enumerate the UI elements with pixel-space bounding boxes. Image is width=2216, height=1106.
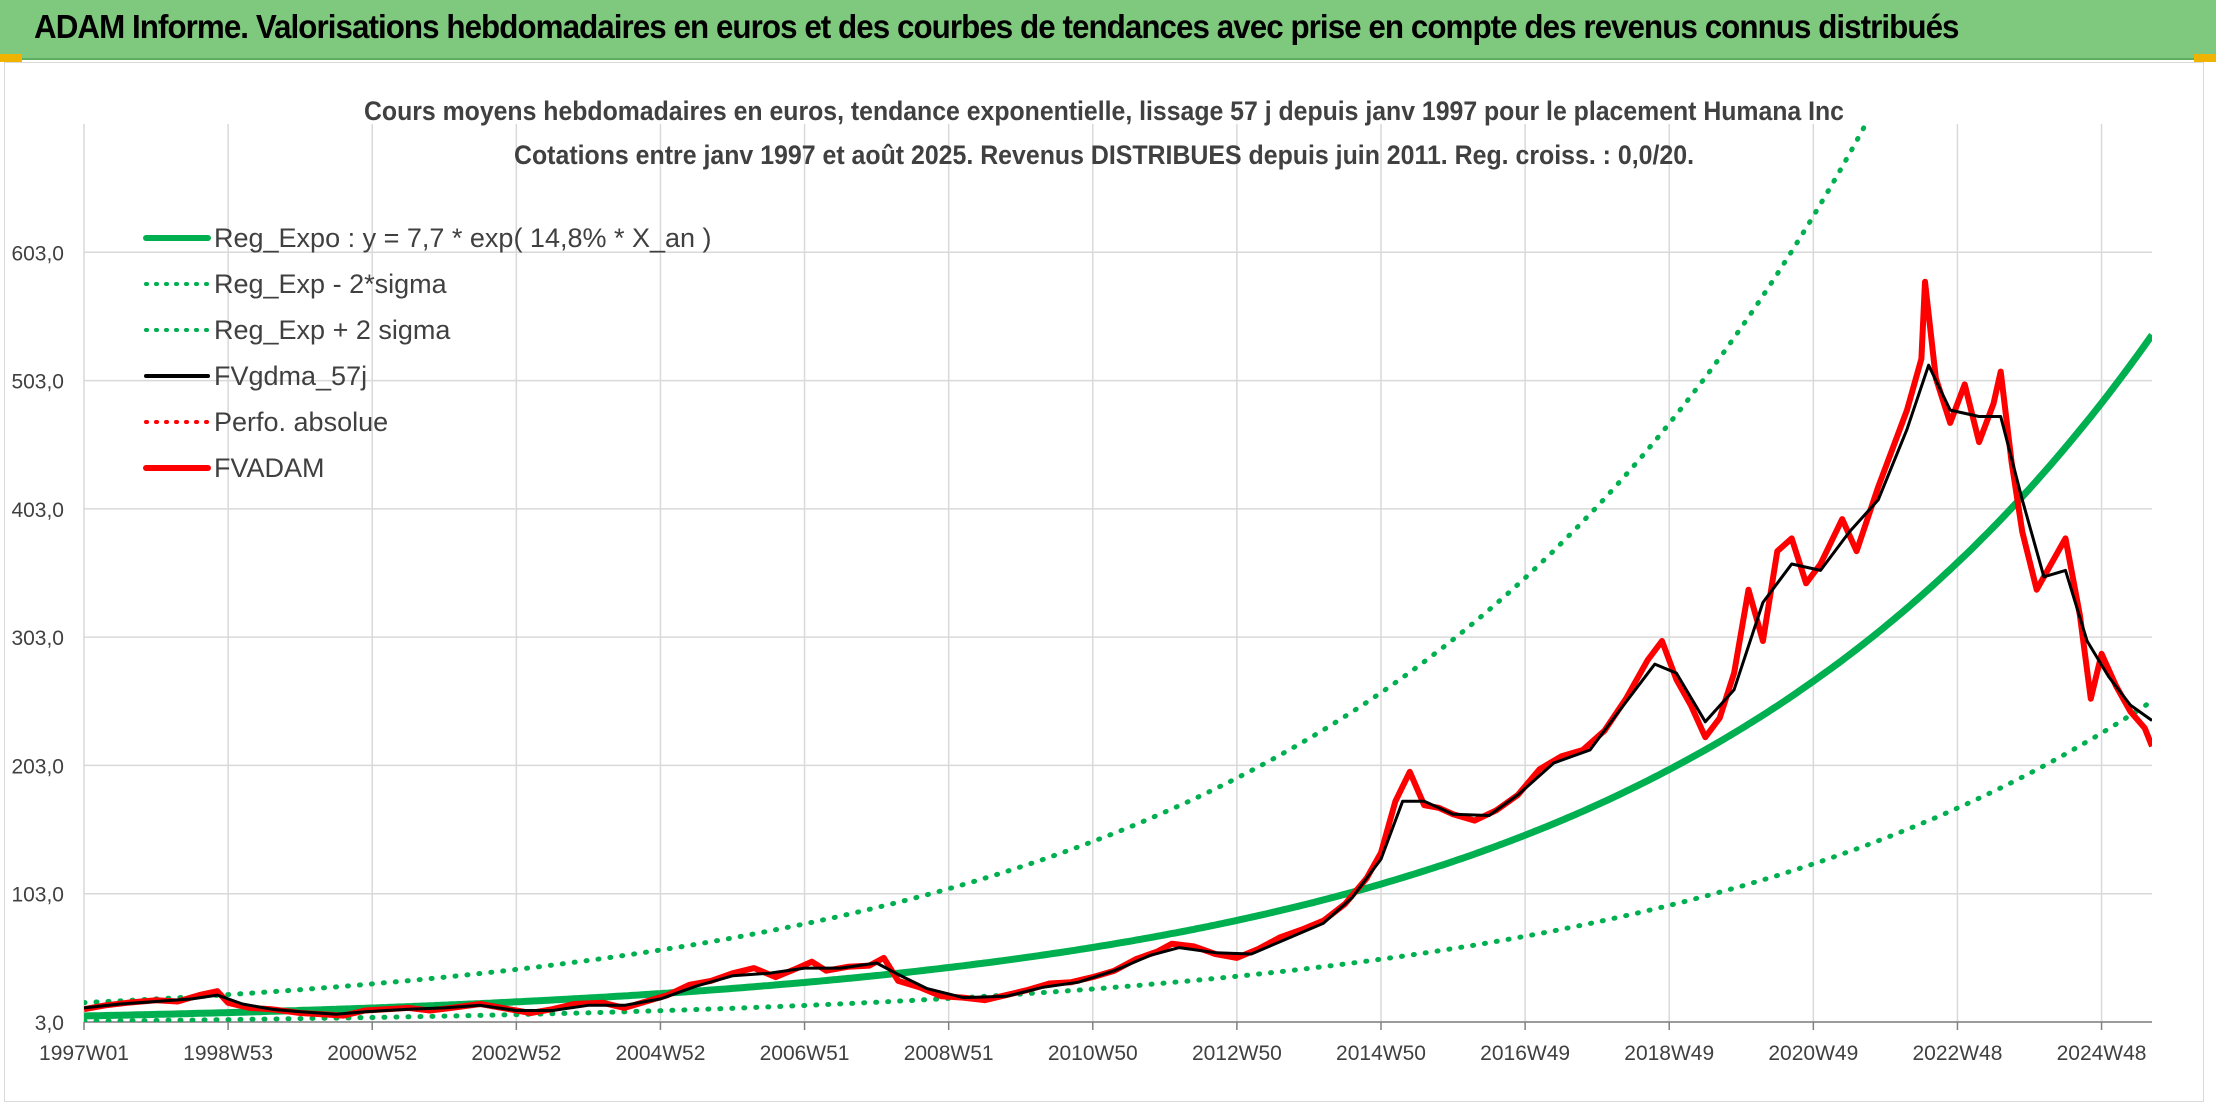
y-tick-label: 603,0 bbox=[11, 242, 64, 265]
x-tick-label: 2008W51 bbox=[904, 1042, 994, 1065]
series-reg-exp-plus-2sigma bbox=[84, 124, 1869, 1006]
legend-label: FVADAM bbox=[214, 453, 325, 483]
title-banner: ADAM Informe. Valorisations hebdomadaire… bbox=[0, 0, 2216, 62]
x-tick-label: 2014W50 bbox=[1336, 1042, 1426, 1065]
chart-frame bbox=[4, 62, 2204, 1102]
chart-title: Cours moyens hebdomadaires en euros, ten… bbox=[364, 96, 1844, 126]
series-fvadam bbox=[84, 278, 2152, 1019]
y-tick-label: 103,0 bbox=[11, 884, 64, 907]
legend-item: Reg_Exp - 2*sigma bbox=[144, 269, 448, 299]
chart-axes: 3,0 103,0 203,0 303,0 403,0 503,0 603,0 1997W01… bbox=[11, 242, 2152, 1065]
x-tick-label: 2000W52 bbox=[327, 1042, 417, 1065]
legend-item: Reg_Expo : y = 7,7 * exp( 14,8% * X_an ) bbox=[143, 223, 712, 253]
legend-item: FVADAM bbox=[143, 453, 325, 483]
x-tick-label: 2022W48 bbox=[1912, 1042, 2002, 1065]
banner-title: ADAM Informe. Valorisations hebdomadaire… bbox=[34, 8, 1960, 45]
legend-label: FVgdma_57j bbox=[214, 361, 367, 391]
chart-plot-area bbox=[84, 124, 2152, 1022]
series-reg-expo bbox=[84, 332, 2152, 1020]
y-tick-label: 303,0 bbox=[11, 627, 64, 650]
x-tick-label: 1997W01 bbox=[39, 1042, 129, 1065]
y-tick-label: 203,0 bbox=[11, 755, 64, 778]
series-reg-exp-minus-2sigma bbox=[84, 698, 2152, 1022]
x-tick-label: 2012W50 bbox=[1192, 1042, 1282, 1065]
x-tick-label: 2024W48 bbox=[2057, 1042, 2147, 1065]
legend-item: FVgdma_57j bbox=[144, 361, 367, 391]
y-tick-label: 503,0 bbox=[11, 371, 64, 394]
x-tick-label: 1998W53 bbox=[183, 1042, 273, 1065]
x-tick-label: 2016W49 bbox=[1480, 1042, 1570, 1065]
banner-corner-left bbox=[0, 54, 22, 62]
x-tick-label: 2006W51 bbox=[760, 1042, 850, 1065]
x-tick-label: 2002W52 bbox=[471, 1042, 561, 1065]
banner-corner-right bbox=[2194, 54, 2216, 62]
chart-legend: Reg_Expo : y = 7,7 * exp( 14,8% * X_an )… bbox=[143, 223, 712, 483]
y-tick-label: 403,0 bbox=[11, 499, 64, 522]
legend-item: Reg_Exp + 2 sigma bbox=[144, 315, 451, 345]
x-tick-label: 2010W50 bbox=[1048, 1042, 1138, 1065]
chart-subtitle: Cotations entre janv 1997 et août 2025. … bbox=[514, 140, 1694, 170]
legend-label: Reg_Expo : y = 7,7 * exp( 14,8% * X_an ) bbox=[214, 223, 712, 253]
x-tick-label: 2020W49 bbox=[1768, 1042, 1858, 1065]
legend-label: Reg_Exp - 2*sigma bbox=[214, 269, 448, 299]
x-tick-label: 2018W49 bbox=[1624, 1042, 1714, 1065]
series-fvgdma-57j bbox=[84, 363, 2152, 1016]
chart-gridlines bbox=[83, 124, 2152, 1023]
legend-label: Perfo. absolue bbox=[214, 407, 388, 437]
legend-item: Perfo. absolue bbox=[144, 407, 388, 437]
legend-label: Reg_Exp + 2 sigma bbox=[214, 315, 451, 345]
y-tick-label: 3,0 bbox=[35, 1012, 64, 1035]
x-tick-label: 2004W52 bbox=[615, 1042, 705, 1065]
